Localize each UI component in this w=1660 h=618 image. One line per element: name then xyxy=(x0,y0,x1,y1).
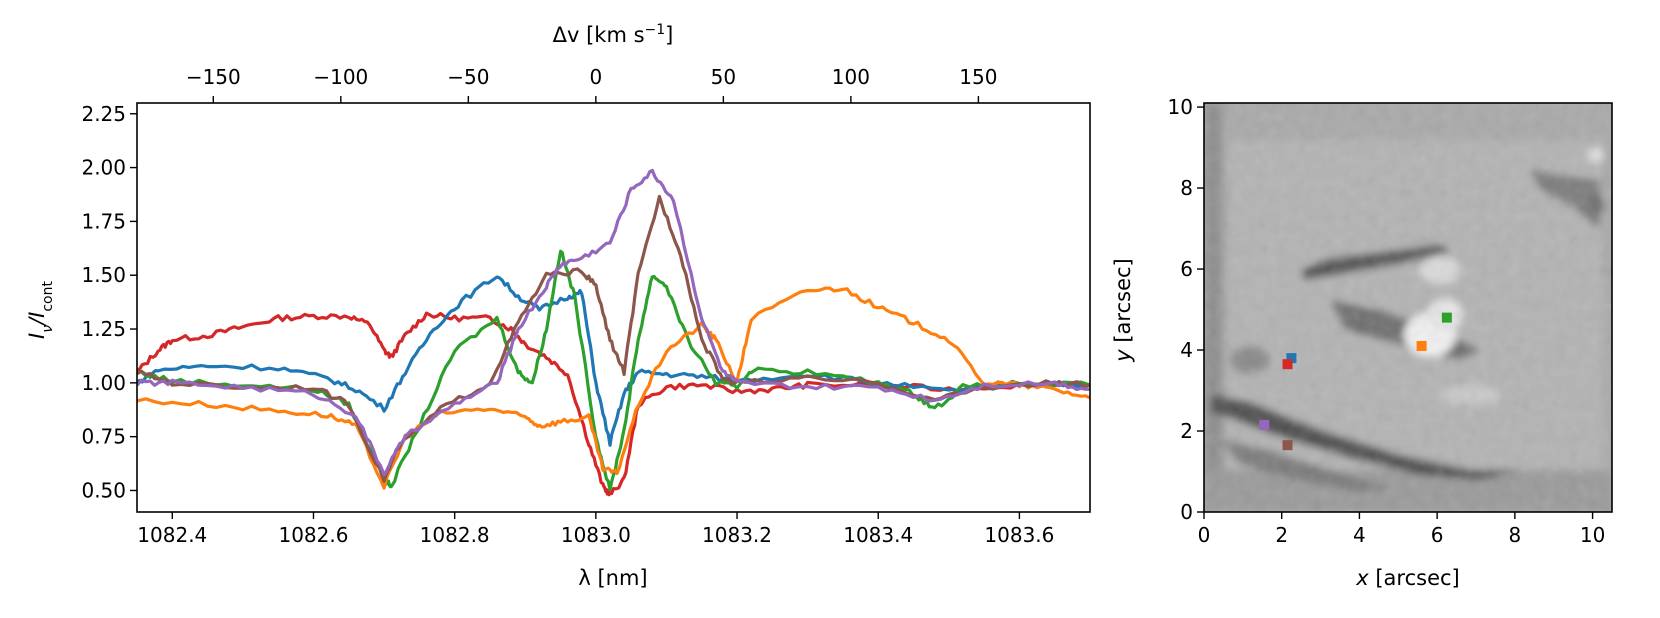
top-tick-label: −150 xyxy=(186,65,241,89)
spectrum-panel: 1082.4 1082.6 1082.8 1083.0 1083.2 1083.4 1083… xyxy=(25,22,1091,590)
marker-green xyxy=(1441,312,1452,323)
series-line-brown xyxy=(137,194,1090,483)
top-tick-label: 0 xyxy=(589,65,602,89)
y-tick-label: 0.50 xyxy=(81,478,126,502)
velocity-axis-label: Δv [km s−1] xyxy=(553,22,674,47)
map-y-tick-label: 2 xyxy=(1180,419,1193,443)
map-x-axis: 0 2 4 6 8 10 xyxy=(1198,512,1605,547)
series-line-orange xyxy=(137,286,1090,490)
spectral-profiles xyxy=(137,168,1090,497)
top-tick-label: −50 xyxy=(447,65,489,89)
map-y-tick-label: 10 xyxy=(1168,95,1193,119)
y-tick-label: 1.00 xyxy=(81,371,126,395)
series-line-blue xyxy=(137,275,1090,447)
marker-red xyxy=(1282,359,1293,370)
y-tick-label: 1.50 xyxy=(81,263,126,287)
marker-blue xyxy=(1286,353,1297,364)
y-tick-label: 2.00 xyxy=(81,156,126,180)
map-x-axis-label: x [arcsec] xyxy=(1355,566,1460,590)
y-tick-label: 2.25 xyxy=(81,102,126,126)
x-tick-label: 1082.4 xyxy=(137,523,207,547)
map-axes-frame xyxy=(1203,102,1613,513)
y-tick-label: 1.25 xyxy=(81,317,126,341)
map-y-axis: 0 2 4 6 8 10 xyxy=(1168,95,1204,524)
marker-purple xyxy=(1259,419,1270,430)
intensity-axis-label: Iν/Icont xyxy=(25,281,56,339)
map-y-tick-label: 4 xyxy=(1180,338,1193,362)
x-tick-label: 1083.4 xyxy=(843,523,913,547)
wavelength-axis: 1082.4 1082.6 1082.8 1083.0 1083.2 1083.4 1083… xyxy=(137,512,1054,547)
series-line-red xyxy=(137,311,1090,497)
spectrum-axes-frame xyxy=(136,102,1091,513)
x-tick-label: 1083.2 xyxy=(702,523,772,547)
x-tick-label: 1082.8 xyxy=(420,523,490,547)
x-tick-label: 1083.6 xyxy=(984,523,1054,547)
x-tick-label: 1082.6 xyxy=(278,523,348,547)
map-y-tick-label: 6 xyxy=(1180,257,1193,281)
map-y-axis-label: y [arcsec] xyxy=(1111,258,1135,363)
map-y-tick-label: 0 xyxy=(1180,500,1193,524)
top-tick-label: 100 xyxy=(832,65,870,89)
map-x-tick-label: 8 xyxy=(1508,523,1521,547)
top-tick-label: 150 xyxy=(959,65,997,89)
y-tick-label: 1.75 xyxy=(81,209,126,233)
map-panel: 0 2 4 6 8 10 0 2 4 6 8 10 x [arcsec] y [arcsec] xyxy=(1111,95,1613,590)
map-x-tick-label: 0 xyxy=(1198,523,1211,547)
y-tick-label: 0.75 xyxy=(81,425,126,449)
marker-brown xyxy=(1282,440,1293,451)
top-tick-label: −100 xyxy=(313,65,368,89)
map-markers xyxy=(1259,312,1452,451)
map-y-tick-label: 8 xyxy=(1180,176,1193,200)
x-tick-label: 1083.0 xyxy=(561,523,631,547)
velocity-axis: −150 −100 −50 0 50 100 150 xyxy=(186,65,997,103)
map-x-tick-label: 10 xyxy=(1580,523,1605,547)
series-line-purple xyxy=(137,168,1090,477)
wavelength-axis-label: λ [nm] xyxy=(578,566,647,590)
map-x-tick-label: 2 xyxy=(1275,523,1288,547)
map-x-tick-label: 6 xyxy=(1431,523,1444,547)
intensity-axis: 0.50 0.75 1.00 1.25 1.50 1.75 2.00 2.25 xyxy=(81,102,137,502)
map-x-tick-label: 4 xyxy=(1353,523,1366,547)
marker-orange xyxy=(1416,340,1427,351)
top-tick-label: 50 xyxy=(711,65,736,89)
intensity-map xyxy=(1204,103,1612,512)
